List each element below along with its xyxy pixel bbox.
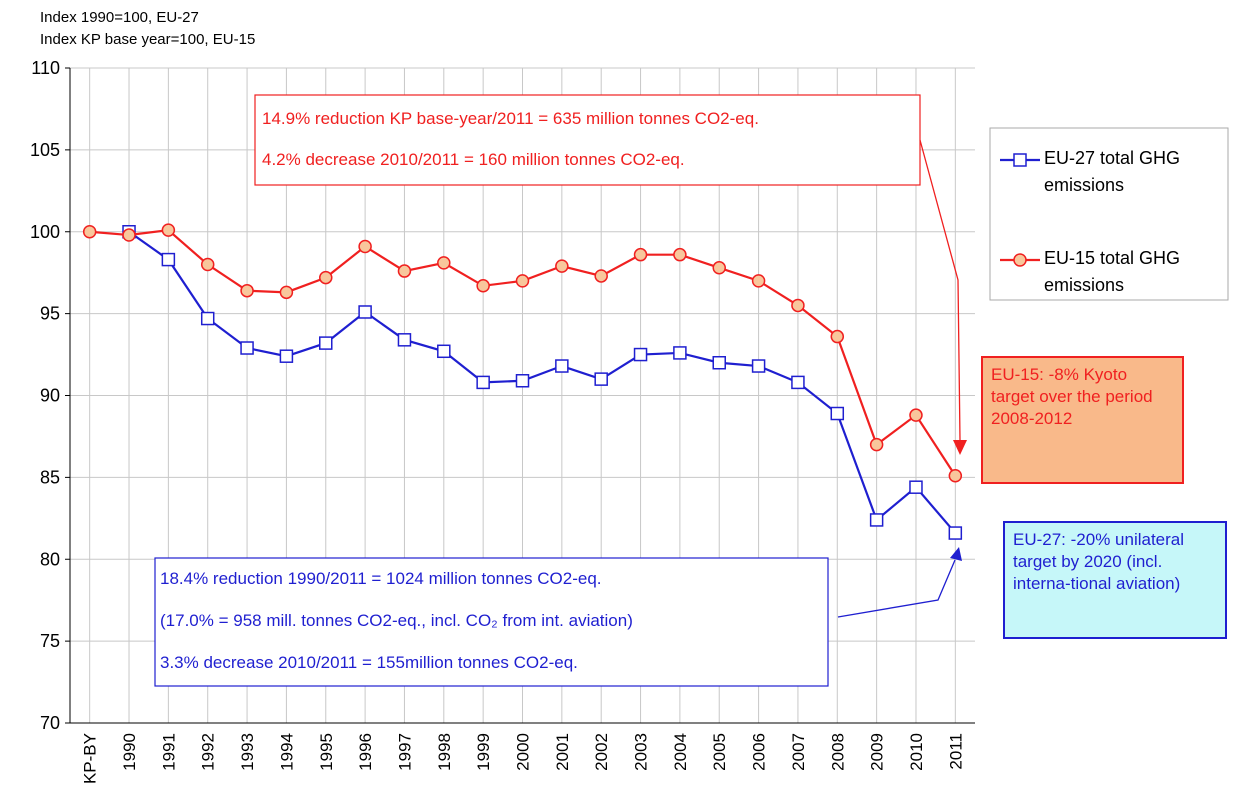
marker: [555, 259, 569, 273]
legend-label: EU-27 total GHG emissions: [1044, 148, 1181, 195]
marker: [909, 408, 923, 422]
marker: [712, 261, 726, 275]
eu27-box: [154, 557, 829, 687]
marker: [633, 247, 648, 262]
x-tick-label: 1996: [356, 733, 375, 771]
x-tick-label: 2009: [868, 733, 887, 771]
marker: [673, 247, 687, 262]
y-tick-label: 95: [40, 304, 60, 324]
marker: [869, 437, 884, 452]
axis-note: Index 1990=100, EU-27: [40, 9, 199, 26]
eu15-note: 14.9% reduction KP base-year/2011 = 635 …: [262, 109, 759, 128]
x-tick-label: 2008: [828, 733, 847, 771]
x-tick-label: 1997: [395, 733, 414, 771]
legend: [989, 127, 1229, 301]
marker: [830, 406, 845, 421]
marker: [358, 305, 372, 319]
eu27-note: 3.3% decrease 2010/2011 = 155million ton…: [160, 653, 578, 672]
marker: [319, 270, 333, 285]
y-tick-label: 105: [30, 140, 60, 160]
y-tick-label: 70: [40, 713, 60, 733]
eu27-note: 18.4% reduction 1990/2011 = 1024 million…: [160, 569, 602, 588]
x-tick-label: 2001: [553, 733, 572, 771]
x-tick-label: 1995: [317, 733, 336, 771]
y-tick-label: 75: [40, 631, 60, 651]
marker: [279, 285, 294, 300]
marker: [515, 274, 530, 288]
y-tick-label: 85: [40, 467, 60, 487]
marker: [122, 228, 136, 242]
x-tick-label: 1998: [435, 733, 454, 771]
marker: [751, 359, 766, 373]
marker: [240, 341, 254, 355]
marker: [791, 298, 805, 313]
y-tick-label: 100: [30, 222, 60, 242]
x-tick-label: 1993: [238, 733, 257, 771]
legend-label: EU-15 total GHG emissions: [1044, 248, 1181, 295]
arrow: [837, 559, 956, 618]
marker: [948, 526, 963, 540]
marker: [673, 346, 687, 360]
axis-note: Index KP base year=100, EU-15: [40, 31, 255, 48]
marker: [791, 375, 805, 390]
marker: [397, 333, 412, 347]
y-tick-label: 90: [40, 386, 60, 406]
marker: [200, 311, 215, 326]
x-tick-label: 2007: [789, 733, 808, 771]
marker: [948, 468, 963, 483]
marker: [437, 256, 451, 270]
marker: [397, 264, 412, 278]
x-tick-label: 2004: [671, 733, 690, 771]
legend-marker: [1013, 153, 1027, 167]
eu27-target: EU-27: -20% unilateral target by 2020 (i…: [1003, 521, 1227, 639]
marker: [594, 372, 608, 386]
x-tick-label: 2006: [750, 733, 769, 771]
y-tick-label: 110: [31, 58, 60, 78]
series-line: [128, 230, 957, 534]
x-tick-label: 2003: [632, 733, 651, 771]
marker: [200, 257, 215, 272]
eu27-note: (17.0% = 958 mill. tonnes CO2-eq., incl.…: [160, 611, 633, 630]
x-tick-label: 1991: [159, 733, 178, 771]
x-tick-label: 2011: [946, 733, 965, 770]
marker: [830, 329, 845, 344]
marker: [869, 513, 884, 527]
x-tick-label: KP-BY: [81, 733, 100, 784]
legend-marker: [1013, 253, 1027, 267]
marker: [909, 480, 923, 494]
marker: [476, 375, 490, 390]
x-tick-label: 1994: [277, 733, 296, 771]
x-tick-label: 1992: [199, 733, 218, 771]
x-tick-label: 2000: [514, 733, 533, 771]
x-tick-label: 1999: [474, 733, 493, 771]
marker: [515, 374, 530, 388]
eu15-target: EU-15: -8% Kyoto target over the period …: [981, 356, 1184, 484]
marker: [161, 223, 176, 237]
marker: [594, 269, 608, 283]
marker: [161, 252, 176, 267]
eu15-note: 4.2% decrease 2010/2011 = 160 million to…: [262, 150, 685, 169]
x-tick-label: 2010: [907, 733, 926, 771]
marker: [633, 347, 648, 362]
arrow: [919, 139, 961, 441]
marker: [279, 349, 294, 363]
marker: [240, 283, 254, 298]
x-tick-label: 1990: [120, 733, 139, 771]
marker: [751, 274, 766, 288]
x-tick-label: 2002: [592, 733, 611, 771]
arrow-head: [950, 547, 962, 561]
marker: [476, 279, 490, 293]
marker: [358, 239, 372, 254]
y-tick-label: 80: [40, 549, 60, 569]
marker: [712, 356, 726, 370]
marker: [437, 344, 451, 359]
x-tick-label: 2005: [710, 733, 729, 771]
arrow-head: [953, 440, 967, 455]
marker: [319, 336, 333, 350]
marker: [82, 225, 97, 239]
marker: [555, 359, 569, 373]
